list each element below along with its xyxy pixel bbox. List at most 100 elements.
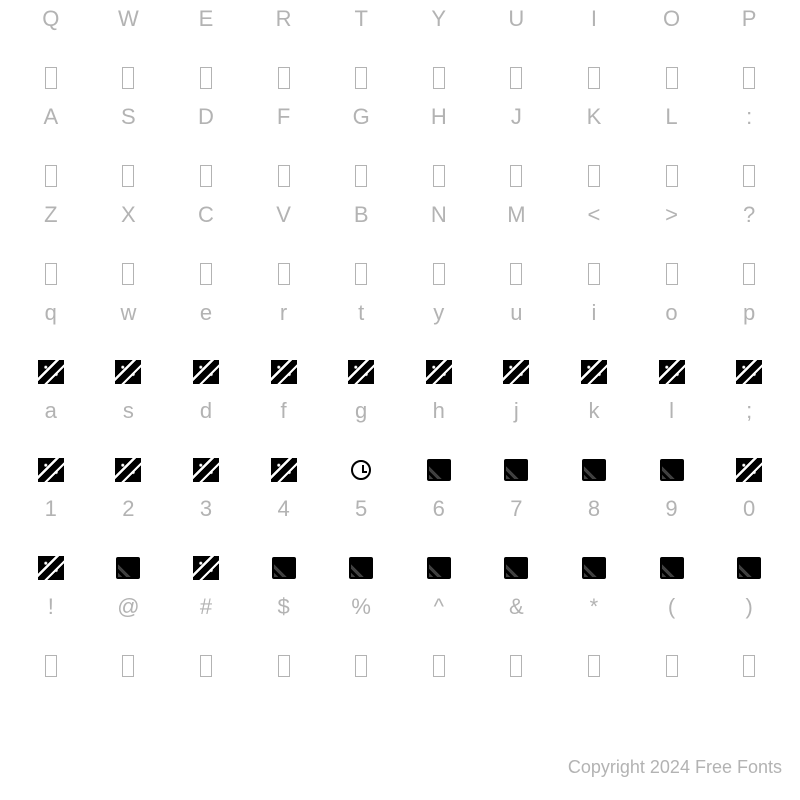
- glyph-cell: [478, 544, 556, 592]
- char-label: w: [120, 300, 136, 326]
- char-label: A: [43, 104, 58, 130]
- glyph-cell: [478, 446, 556, 494]
- glyph-row: [12, 54, 788, 102]
- char-label: R: [276, 6, 292, 32]
- char-cell: (: [633, 592, 711, 642]
- char-label: 1: [45, 496, 57, 522]
- glyph-cell: [90, 152, 168, 200]
- glyph-cell: [555, 54, 633, 102]
- font-glyph-icon: [659, 360, 685, 384]
- missing-glyph-icon: [510, 67, 522, 89]
- font-glyph-icon: [116, 557, 140, 579]
- char-label: L: [665, 104, 677, 130]
- char-cell: q: [12, 298, 90, 348]
- glyph-cell: [245, 642, 323, 690]
- glyph-cell: [478, 152, 556, 200]
- glyph-cell: [555, 544, 633, 592]
- missing-glyph-icon: [666, 655, 678, 677]
- char-label: u: [510, 300, 522, 326]
- char-row: ASDFGHJKL:: [12, 102, 788, 152]
- char-label: k: [588, 398, 599, 424]
- missing-glyph-icon: [355, 655, 367, 677]
- font-glyph-icon: [193, 556, 219, 580]
- font-glyph-icon: [426, 360, 452, 384]
- char-label: 0: [743, 496, 755, 522]
- char-cell: &: [478, 592, 556, 642]
- char-label: 3: [200, 496, 212, 522]
- font-glyph-icon: [427, 459, 451, 481]
- char-cell: $: [245, 592, 323, 642]
- glyph-cell: [710, 54, 788, 102]
- char-cell: y: [400, 298, 478, 348]
- char-cell: >: [633, 200, 711, 250]
- glyph-cell: [90, 54, 168, 102]
- char-cell: A: [12, 102, 90, 152]
- missing-glyph-icon: [743, 67, 755, 89]
- char-cell: 1: [12, 494, 90, 544]
- glyph-row: [12, 642, 788, 690]
- missing-glyph-icon: [743, 655, 755, 677]
- glyph-cell: [167, 54, 245, 102]
- char-cell: 7: [478, 494, 556, 544]
- glyph-cell: [245, 544, 323, 592]
- font-glyph-icon: [38, 556, 64, 580]
- char-cell: R: [245, 4, 323, 54]
- char-cell: w: [90, 298, 168, 348]
- char-row: QWERTYUIOP: [12, 4, 788, 54]
- char-cell: r: [245, 298, 323, 348]
- font-glyph-icon: [38, 360, 64, 384]
- char-cell: e: [167, 298, 245, 348]
- char-label: F: [277, 104, 290, 130]
- glyph-cell: [90, 250, 168, 298]
- font-glyph-icon: [115, 458, 141, 482]
- glyph-cell: [90, 544, 168, 592]
- char-label: Z: [44, 202, 57, 228]
- char-cell: ^: [400, 592, 478, 642]
- glyph-cell: [322, 54, 400, 102]
- font-glyph-icon: [193, 458, 219, 482]
- char-label: j: [514, 398, 519, 424]
- glyph-cell: [710, 544, 788, 592]
- char-cell: 3: [167, 494, 245, 544]
- glyph-cell: [400, 642, 478, 690]
- char-cell: S: [90, 102, 168, 152]
- missing-glyph-icon: [355, 165, 367, 187]
- char-cell: Z: [12, 200, 90, 250]
- char-cell: W: [90, 4, 168, 54]
- char-label: I: [591, 6, 597, 32]
- char-cell: l: [633, 396, 711, 446]
- char-label: E: [199, 6, 214, 32]
- char-cell: Y: [400, 4, 478, 54]
- missing-glyph-icon: [588, 263, 600, 285]
- glyph-row: [12, 544, 788, 592]
- char-row: 1234567890: [12, 494, 788, 544]
- char-label: l: [669, 398, 674, 424]
- char-label: 4: [277, 496, 289, 522]
- char-label: s: [123, 398, 134, 424]
- char-label: p: [743, 300, 755, 326]
- font-glyph-icon: [271, 360, 297, 384]
- char-row: asdfghjkl;: [12, 396, 788, 446]
- char-label: B: [354, 202, 369, 228]
- char-cell: G: [322, 102, 400, 152]
- missing-glyph-icon: [433, 655, 445, 677]
- glyph-cell: [245, 152, 323, 200]
- font-glyph-icon: [504, 557, 528, 579]
- char-label: >: [665, 202, 678, 228]
- char-label: 5: [355, 496, 367, 522]
- glyph-cell: [710, 250, 788, 298]
- font-glyph-icon: [660, 459, 684, 481]
- glyph-cell: [322, 348, 400, 396]
- char-label: !: [48, 594, 54, 620]
- char-label: o: [665, 300, 677, 326]
- missing-glyph-icon: [122, 165, 134, 187]
- font-glyph-icon: [503, 360, 529, 384]
- char-cell: 0: [710, 494, 788, 544]
- char-label: *: [590, 594, 599, 620]
- char-cell: K: [555, 102, 633, 152]
- missing-glyph-icon: [433, 165, 445, 187]
- char-cell: B: [322, 200, 400, 250]
- char-cell: i: [555, 298, 633, 348]
- char-label: Q: [42, 6, 59, 32]
- glyph-cell: [710, 446, 788, 494]
